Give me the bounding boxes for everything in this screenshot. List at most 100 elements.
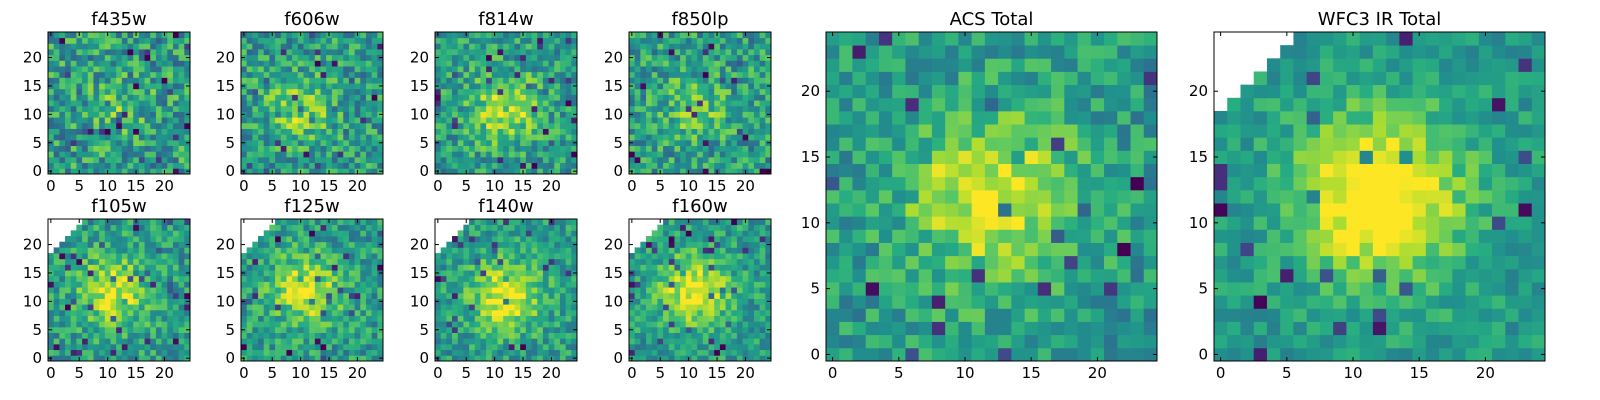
heatmap-cell bbox=[548, 111, 555, 118]
heatmap-cell bbox=[565, 270, 572, 277]
heatmap-cell bbox=[491, 332, 498, 339]
heatmap-cell bbox=[503, 83, 510, 90]
heatmap-cell bbox=[172, 60, 180, 67]
heatmap-cell bbox=[371, 292, 378, 299]
heatmap-cell bbox=[82, 122, 89, 129]
heatmap-cell bbox=[297, 321, 304, 328]
heatmap-cell bbox=[354, 60, 361, 67]
heatmap-cell bbox=[440, 88, 447, 95]
heatmap-cell bbox=[303, 349, 310, 356]
heatmap-cell bbox=[59, 355, 66, 362]
heatmap-cell bbox=[320, 128, 327, 135]
heatmap-cell bbox=[326, 71, 333, 78]
heatmap-cell bbox=[736, 111, 743, 118]
heatmap-cell bbox=[365, 117, 373, 124]
heatmap-cell bbox=[275, 338, 282, 345]
heatmap-cell bbox=[286, 37, 293, 44]
heatmap-cell bbox=[497, 122, 504, 129]
heatmap-cell bbox=[263, 292, 270, 299]
heatmap-cells bbox=[241, 219, 384, 362]
heatmap-cell bbox=[491, 156, 498, 164]
heatmap-cell bbox=[161, 139, 168, 146]
heatmap-cells bbox=[629, 219, 772, 362]
heatmap-cell bbox=[554, 111, 561, 118]
heatmap-cell bbox=[59, 156, 66, 164]
heatmap-cell bbox=[559, 270, 567, 277]
heatmap-cell bbox=[657, 332, 664, 339]
heatmap-cell bbox=[731, 332, 738, 339]
heatmap-cell bbox=[531, 247, 538, 254]
heatmap-cell bbox=[480, 304, 487, 311]
heatmap-cell bbox=[65, 321, 72, 328]
heatmap-cell bbox=[629, 71, 636, 78]
heatmap-cell bbox=[685, 343, 692, 351]
heatmap-cell bbox=[469, 230, 476, 237]
heatmap-cell bbox=[365, 309, 373, 316]
heatmap-cell bbox=[571, 258, 578, 265]
heatmap-cell bbox=[184, 43, 191, 50]
heatmap-cell bbox=[246, 287, 253, 294]
heatmap-cell bbox=[354, 94, 361, 101]
heatmap-cell bbox=[714, 88, 721, 95]
heatmap-cell bbox=[731, 355, 738, 362]
heatmap-cell bbox=[457, 151, 464, 158]
heatmap-cell bbox=[65, 105, 72, 112]
heatmap-cell bbox=[480, 281, 487, 288]
heatmap-cell bbox=[503, 151, 510, 158]
heatmap-cell bbox=[765, 122, 772, 129]
heatmap-cell bbox=[531, 355, 538, 362]
heatmap-cell bbox=[765, 145, 772, 152]
heatmap-cell bbox=[685, 162, 692, 169]
heatmap-cell bbox=[371, 304, 378, 311]
heatmap-cell bbox=[65, 264, 72, 271]
heatmap-cell bbox=[463, 270, 470, 277]
heatmap-cell bbox=[491, 49, 498, 56]
heatmap-cell bbox=[452, 145, 459, 152]
heatmap-cell bbox=[150, 122, 157, 129]
heatmap-cell bbox=[263, 275, 270, 282]
heatmap-cell bbox=[491, 122, 498, 129]
heatmap-cell bbox=[252, 60, 259, 67]
heatmap-cell bbox=[326, 343, 333, 351]
heatmap-cell bbox=[753, 122, 761, 129]
heatmap-cell bbox=[748, 83, 755, 90]
heatmap-cell bbox=[736, 349, 743, 356]
heatmap-cell bbox=[646, 275, 653, 282]
heatmap-cell bbox=[508, 94, 515, 101]
heatmap-cell bbox=[736, 94, 743, 101]
heatmap-cell bbox=[719, 264, 726, 271]
heatmap-cell bbox=[474, 88, 481, 95]
heatmap-cell bbox=[76, 117, 83, 124]
heatmap-cell bbox=[133, 247, 140, 254]
heatmap-cell bbox=[65, 139, 72, 146]
heatmap-cell bbox=[452, 117, 459, 124]
heatmap-cell bbox=[753, 88, 761, 95]
heatmap-cell bbox=[674, 162, 681, 169]
heatmap-cell bbox=[286, 111, 293, 118]
heatmap-cells bbox=[435, 219, 578, 362]
heatmap-cell bbox=[565, 258, 572, 265]
heatmap-cell bbox=[155, 326, 162, 333]
heatmap-cell bbox=[76, 94, 83, 101]
heatmap-cell bbox=[365, 32, 373, 39]
heatmap-cell bbox=[292, 83, 299, 90]
heatmap-cell bbox=[144, 77, 151, 84]
heatmap-cell bbox=[320, 83, 327, 90]
heatmap-cell bbox=[133, 332, 140, 339]
heatmap-cell bbox=[343, 77, 350, 84]
heatmap-cell bbox=[542, 32, 549, 39]
heatmap-cell bbox=[178, 230, 185, 237]
heatmap-cell bbox=[365, 128, 373, 135]
heatmap-cell bbox=[548, 134, 555, 141]
heatmap-cell bbox=[371, 298, 378, 305]
heatmap-cell bbox=[297, 247, 304, 254]
heatmap-cell bbox=[365, 111, 373, 118]
heatmap-cell bbox=[440, 66, 447, 73]
heatmap-cell bbox=[646, 122, 653, 129]
heatmap-cell bbox=[503, 219, 510, 226]
heatmap-cell bbox=[263, 270, 270, 277]
heatmap-cell bbox=[480, 315, 487, 322]
heatmap-cell bbox=[167, 230, 174, 237]
heatmap-cell bbox=[161, 224, 168, 231]
heatmap-cell bbox=[116, 258, 123, 265]
